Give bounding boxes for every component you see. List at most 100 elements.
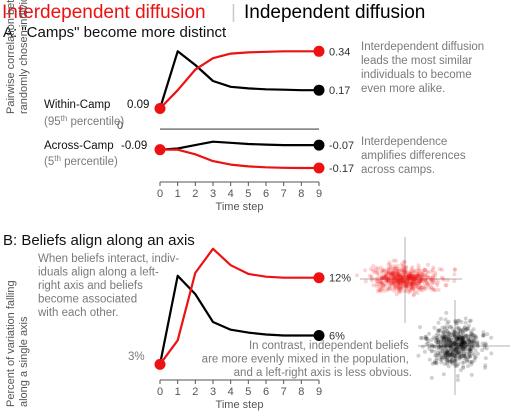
inset-point-independent	[473, 348, 478, 353]
inset-point-independent	[475, 339, 480, 344]
inset-point-interdependent	[399, 289, 404, 294]
inset-point-interdependent	[397, 288, 402, 293]
inset-point-independent	[445, 342, 450, 346]
inset-point-interdependent	[389, 271, 394, 276]
inset-point-independent	[464, 333, 469, 338]
x-tick-label-2: 2	[192, 188, 198, 200]
inset-point-independent	[458, 339, 463, 344]
inset-point-independent	[458, 329, 463, 334]
inset-point-interdependent	[391, 275, 396, 280]
inset-point-interdependent	[375, 289, 380, 294]
inset-point-interdependent	[413, 268, 418, 273]
inset-point-interdependent	[416, 274, 421, 279]
inset-point-independent	[455, 332, 460, 336]
inset-point-interdependent	[403, 278, 408, 283]
inset-point-independent	[452, 334, 457, 339]
inset-point-independent	[461, 353, 466, 358]
inset-point-interdependent	[395, 279, 400, 284]
inset-point-interdependent	[388, 273, 393, 277]
inset-point-independent	[455, 335, 459, 340]
inset-point-independent	[448, 339, 453, 343]
inset-point-independent	[459, 340, 464, 345]
inset-point-independent	[455, 330, 460, 335]
inset-point-independent	[430, 344, 435, 349]
inset-point-interdependent	[391, 267, 396, 272]
inset-point-independent	[429, 349, 434, 354]
inset-point-independent	[447, 349, 452, 354]
inset-point-independent	[481, 333, 486, 338]
inset-point-interdependent	[401, 278, 406, 283]
inset-point-independent	[461, 340, 466, 345]
inset-point-interdependent	[399, 262, 404, 267]
inset-point-independent	[457, 357, 462, 361]
inset-point-interdependent	[432, 287, 437, 292]
inset-point-interdependent	[407, 274, 411, 279]
inset-point-independent	[444, 340, 449, 345]
inset-point-interdependent	[391, 258, 396, 263]
inset-point-interdependent	[415, 273, 420, 278]
inset-point-independent	[424, 337, 429, 341]
inset-point-interdependent	[433, 270, 438, 275]
inset-point-independent	[469, 340, 474, 345]
inset-point-interdependent	[401, 266, 406, 271]
inset-point-interdependent	[375, 279, 380, 284]
inset-point-independent	[443, 352, 448, 357]
inset-point-interdependent	[395, 279, 400, 283]
inset-point-independent	[434, 356, 439, 361]
inset-point-interdependent	[411, 276, 416, 280]
inset-point-independent	[461, 335, 466, 340]
inset-point-independent	[435, 336, 440, 340]
inset-point-independent	[436, 341, 441, 346]
inset-point-interdependent	[402, 270, 407, 275]
inset-point-independent	[451, 342, 456, 347]
inset-point-independent	[438, 351, 443, 356]
inset-point-independent	[447, 325, 452, 329]
inset-point-independent	[463, 320, 468, 325]
inset-point-interdependent	[398, 286, 403, 291]
inset-point-independent	[464, 327, 469, 332]
inset-point-independent	[418, 325, 422, 330]
inset-point-interdependent	[409, 278, 414, 283]
inset-point-interdependent	[387, 260, 392, 265]
inset-point-independent	[454, 347, 459, 352]
inset-point-interdependent	[390, 282, 394, 287]
inset-point-independent	[471, 339, 476, 344]
inset-point-interdependent	[398, 273, 402, 278]
inset-point-independent	[467, 344, 472, 349]
inset-point-independent	[461, 345, 466, 350]
inset-point-interdependent	[397, 271, 402, 276]
inset-point-interdependent	[386, 279, 390, 284]
inset-point-independent	[448, 348, 453, 353]
inset-point-independent	[438, 343, 443, 348]
inset-point-independent	[463, 340, 468, 345]
inset-point-independent	[434, 333, 439, 338]
inset-point-independent	[489, 351, 494, 356]
inset-point-interdependent	[425, 270, 429, 274]
inset-point-independent	[442, 348, 447, 353]
inset-point-interdependent	[406, 290, 411, 295]
inset-point-independent	[444, 337, 449, 342]
inset-point-interdependent	[403, 264, 408, 269]
inset-point-interdependent	[380, 267, 385, 272]
inset-point-independent	[440, 334, 445, 339]
x-tick-label-6: 6	[263, 386, 269, 398]
inset-point-independent	[445, 340, 450, 345]
inset-point-independent	[437, 353, 442, 358]
inset-point-independent	[446, 358, 451, 363]
inset-point-interdependent	[410, 284, 415, 289]
x-axis-title: Time step	[216, 201, 264, 213]
inset-point-interdependent	[408, 275, 413, 280]
inset-point-independent	[443, 357, 448, 362]
inset-point-interdependent	[404, 275, 409, 280]
inset-point-independent	[432, 344, 437, 349]
inset-point-independent	[461, 336, 466, 341]
inset-point-interdependent	[397, 272, 401, 277]
inset-point-independent	[436, 346, 441, 351]
inset-point-interdependent	[425, 281, 430, 286]
inset-point-interdependent	[412, 278, 416, 283]
inset-point-independent	[458, 342, 463, 347]
inset-point-independent	[449, 342, 454, 347]
inset-point-interdependent	[400, 273, 405, 278]
inset-point-independent	[455, 346, 460, 351]
